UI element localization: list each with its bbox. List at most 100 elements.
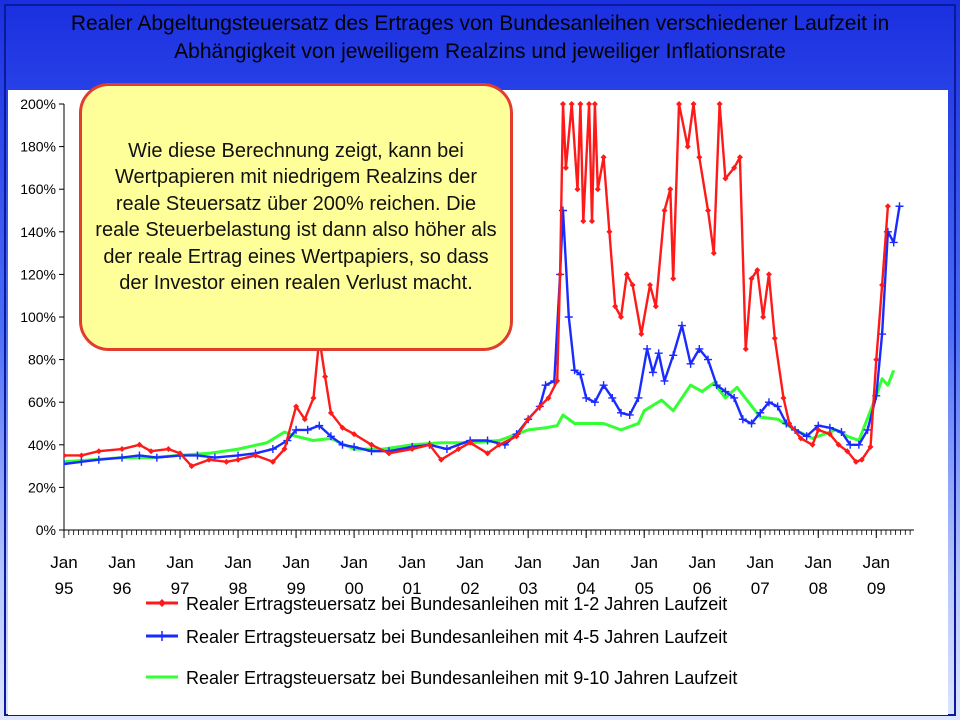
data-point	[867, 443, 874, 450]
data-point	[188, 463, 195, 470]
data-point	[854, 440, 863, 449]
data-point	[78, 452, 85, 459]
x-tick-label-year: 09	[867, 579, 886, 598]
data-point	[281, 446, 288, 453]
data-point	[559, 101, 566, 107]
data-point	[322, 373, 329, 380]
data-point	[315, 421, 324, 430]
data-point	[846, 440, 855, 449]
x-tick-label-year: 96	[113, 579, 132, 598]
data-point	[338, 440, 347, 449]
data-point	[771, 335, 778, 342]
data-point	[455, 446, 462, 453]
x-tick-label-month: Jan	[166, 553, 193, 572]
data-point	[704, 355, 713, 364]
data-point	[94, 455, 103, 464]
data-point	[879, 282, 886, 289]
slide-title: Realer Abgeltungsteuersatz des Ertrages …	[70, 12, 890, 63]
data-point	[837, 428, 846, 437]
data-point	[64, 452, 67, 459]
y-tick-label: 40%	[28, 437, 56, 453]
data-point	[686, 359, 695, 368]
data-point	[467, 439, 474, 446]
data-point	[350, 442, 359, 451]
data-point	[802, 432, 811, 441]
data-point	[835, 441, 842, 448]
data-point	[292, 425, 301, 434]
callout-box: Wie diese Berechnung zeigt, kann bei Wer…	[79, 83, 513, 351]
y-tick-label: 180%	[20, 139, 56, 155]
data-point	[564, 313, 573, 321]
data-point	[600, 154, 607, 161]
data-point	[574, 186, 581, 193]
legend-marker	[158, 599, 166, 607]
data-point	[77, 457, 86, 466]
series-1	[64, 101, 891, 470]
data-point	[756, 408, 765, 417]
y-axis: 0% 20% 40% 60% 80% 100% 120% 140% 160% 180% 200%	[20, 96, 65, 538]
data-point	[634, 393, 643, 402]
data-point	[754, 267, 761, 274]
data-point	[730, 393, 739, 402]
data-point	[765, 271, 772, 278]
data-point	[496, 441, 503, 448]
x-tick-label-year: 95	[55, 579, 74, 598]
x-tick-label-month: Jan	[340, 553, 367, 572]
x-tick-label-year: 99	[287, 579, 306, 598]
data-point	[712, 381, 721, 390]
data-point	[177, 450, 184, 457]
data-point	[554, 377, 561, 384]
data-point	[326, 432, 335, 441]
data-point	[484, 450, 491, 457]
data-point	[483, 436, 492, 445]
x-tick-label-month: Jan	[398, 553, 425, 572]
y-tick-label: 60%	[28, 394, 56, 410]
data-point	[629, 282, 636, 289]
y-tick-label: 200%	[20, 96, 56, 112]
data-point	[594, 186, 601, 193]
data-point	[654, 349, 663, 358]
data-point	[513, 433, 520, 440]
data-point	[541, 381, 550, 390]
x-tick-label-month: Jan	[805, 553, 832, 572]
data-point	[301, 416, 308, 423]
data-point	[895, 202, 904, 211]
data-point	[690, 101, 697, 107]
data-point	[638, 331, 645, 338]
y-tick-label: 120%	[20, 266, 56, 282]
data-point	[152, 453, 161, 462]
data-point	[617, 314, 624, 320]
data-point	[643, 344, 652, 353]
data-point	[696, 154, 703, 161]
data-point	[119, 446, 126, 453]
data-point	[722, 175, 729, 182]
legend-label: Realer Ertragsteuersatz bei Bundesanleih…	[186, 668, 737, 688]
data-point	[582, 393, 591, 402]
data-point	[442, 445, 451, 454]
data-point	[748, 275, 755, 282]
x-tick-label-year: 03	[519, 579, 538, 598]
data-point	[695, 344, 704, 353]
data-point	[826, 431, 833, 438]
x-tick-label-month: Jan	[630, 553, 657, 572]
data-point	[135, 451, 144, 460]
data-point	[577, 101, 584, 107]
data-point	[588, 218, 595, 225]
legend-label: Realer Ertragsteuersatz bei Bundesanleih…	[186, 627, 727, 647]
data-point	[815, 426, 822, 433]
data-point	[616, 408, 625, 417]
data-point	[677, 321, 686, 330]
data-point	[545, 394, 552, 401]
data-point	[612, 303, 619, 310]
data-point	[760, 314, 767, 320]
data-point	[95, 448, 102, 455]
data-point	[661, 207, 668, 214]
data-point	[797, 435, 804, 442]
data-point	[852, 458, 859, 465]
data-point	[764, 398, 773, 407]
y-tick-label: 20%	[28, 479, 56, 495]
y-tick-label: 140%	[20, 224, 56, 240]
data-point	[705, 207, 712, 214]
data-point	[591, 101, 598, 107]
data-point	[780, 394, 787, 401]
